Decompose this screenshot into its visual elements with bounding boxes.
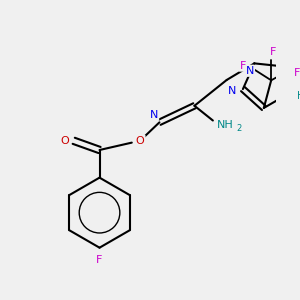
Text: F: F [270, 47, 276, 57]
Text: 2: 2 [236, 124, 241, 133]
Text: F: F [294, 68, 300, 78]
Text: N: N [246, 66, 254, 76]
Text: O: O [60, 136, 69, 146]
Text: N: N [150, 110, 158, 120]
Text: H: H [297, 91, 300, 101]
Text: N: N [228, 86, 236, 96]
Text: F: F [239, 61, 246, 70]
Text: NH: NH [217, 120, 233, 130]
Text: F: F [96, 255, 103, 265]
Text: O: O [136, 136, 144, 146]
